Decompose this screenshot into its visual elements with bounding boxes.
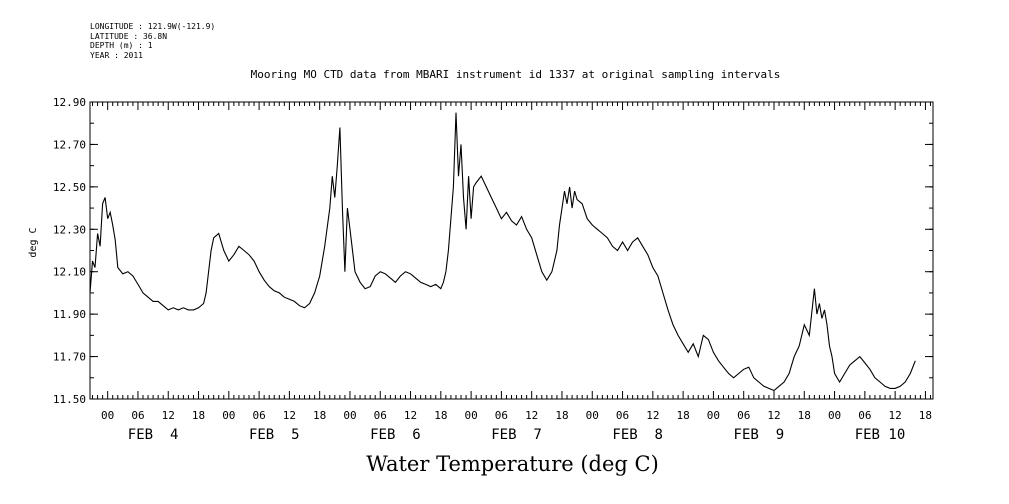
- x-hour-label: 06: [131, 409, 144, 422]
- y-tick-label: 11.50: [53, 393, 86, 406]
- x-day-label: FEB 5: [249, 427, 300, 443]
- series-line-water-temperature: [89, 112, 916, 392]
- x-hour-label: 06: [374, 409, 387, 422]
- x-day-label: FEB 6: [370, 427, 421, 443]
- metadata-block: LONGITUDE : 121.9W(-121.9) LATITUDE : 36…: [90, 22, 215, 60]
- x-day-label: FEB 8: [612, 427, 663, 443]
- y-tick-label: 11.70: [53, 351, 86, 364]
- x-hour-label: 06: [737, 409, 750, 422]
- x-hour-label: 06: [858, 409, 871, 422]
- x-hour-label: 00: [222, 409, 235, 422]
- y-tick-label: 11.90: [53, 308, 86, 321]
- x-axis-title: Water Temperature (deg C): [366, 452, 659, 476]
- x-day-label: FEB 4: [128, 427, 179, 443]
- y-tick-label: 12.90: [53, 96, 86, 109]
- x-hour-label: 12: [889, 409, 902, 422]
- y-tick-label: 12.70: [53, 138, 86, 151]
- x-hour-label: 18: [313, 409, 326, 422]
- x-hour-label: 06: [495, 409, 508, 422]
- plot-frame: [89, 101, 934, 400]
- year-label: YEAR : 2011: [90, 50, 143, 60]
- y-tick-label: 12.50: [53, 181, 86, 194]
- x-hour-label: 12: [283, 409, 296, 422]
- x-hour-label: 00: [343, 409, 356, 422]
- x-hour-label: 18: [192, 409, 205, 422]
- x-hour-label: 00: [586, 409, 599, 422]
- y-axis-label: deg C: [28, 227, 39, 257]
- x-hour-label: 18: [798, 409, 811, 422]
- x-hour-label: 06: [616, 409, 629, 422]
- x-hour-label: 00: [707, 409, 720, 422]
- x-hour-label: 12: [404, 409, 417, 422]
- depth-label: DEPTH (m) : 1: [90, 41, 153, 50]
- y-tick-label: 12.30: [53, 223, 86, 236]
- x-hour-label: 18: [919, 409, 932, 422]
- x-day-label: FEB 9: [734, 427, 785, 443]
- x-hour-label: 06: [252, 409, 265, 422]
- x-day-label: FEB 7: [491, 427, 542, 443]
- chart-title: Mooring MO CTD data from MBARI instrumen…: [250, 68, 781, 81]
- x-day-label: FEB 10: [855, 427, 906, 443]
- latitude-label: LATITUDE : 36.8N: [90, 31, 168, 41]
- y-tick-label: 12.10: [53, 266, 86, 279]
- x-hour-label: 00: [828, 409, 841, 422]
- x-hour-label: 00: [464, 409, 477, 422]
- x-hour-label: 18: [434, 409, 447, 422]
- x-hour-label: 18: [677, 409, 690, 422]
- longitude-label: LONGITUDE : 121.9W(-121.9): [90, 22, 216, 31]
- x-hour-label: 12: [525, 409, 538, 422]
- x-hour-label: 18: [555, 409, 568, 422]
- x-hour-label: 12: [162, 409, 175, 422]
- x-hour-label: 00: [101, 409, 114, 422]
- x-hour-label: 12: [646, 409, 659, 422]
- x-hour-label: 12: [767, 409, 780, 422]
